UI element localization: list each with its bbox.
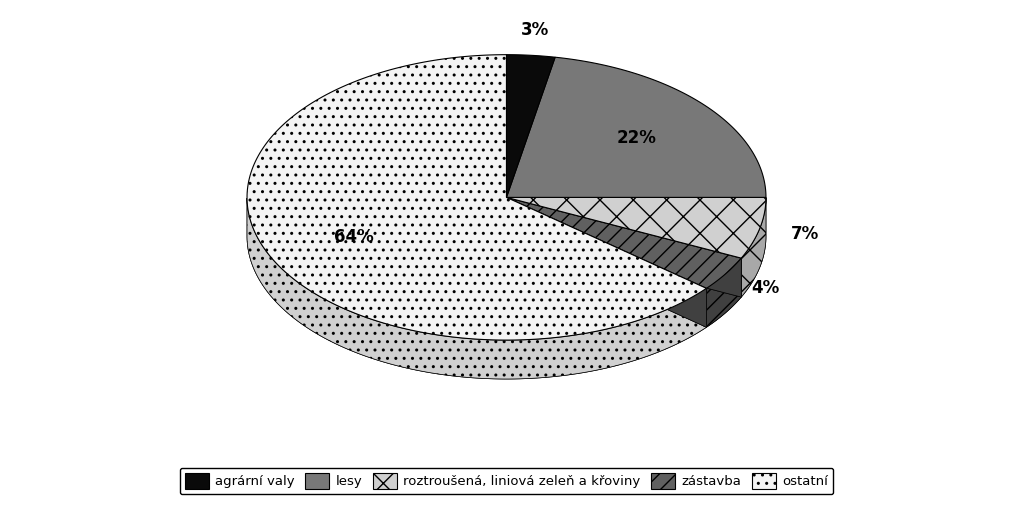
Polygon shape <box>506 197 706 327</box>
Polygon shape <box>506 197 742 288</box>
Polygon shape <box>742 197 766 297</box>
Polygon shape <box>506 197 766 258</box>
Polygon shape <box>506 57 766 197</box>
Polygon shape <box>247 198 706 379</box>
Polygon shape <box>506 197 742 297</box>
Polygon shape <box>506 55 555 197</box>
Legend: agrární valy, lesy, roztroušená, liniová zeleň a křoviny, zástavba, ostatní: agrární valy, lesy, roztroušená, liniová… <box>179 468 834 494</box>
Polygon shape <box>506 197 706 327</box>
Polygon shape <box>706 258 742 327</box>
Text: 22%: 22% <box>617 129 656 147</box>
Polygon shape <box>247 198 706 379</box>
Text: 4%: 4% <box>751 279 779 297</box>
Text: 7%: 7% <box>791 225 820 243</box>
Text: 64%: 64% <box>334 228 374 246</box>
Polygon shape <box>247 55 706 340</box>
Polygon shape <box>742 197 766 297</box>
Text: 3%: 3% <box>522 21 549 39</box>
Polygon shape <box>706 258 742 327</box>
Polygon shape <box>506 197 742 297</box>
